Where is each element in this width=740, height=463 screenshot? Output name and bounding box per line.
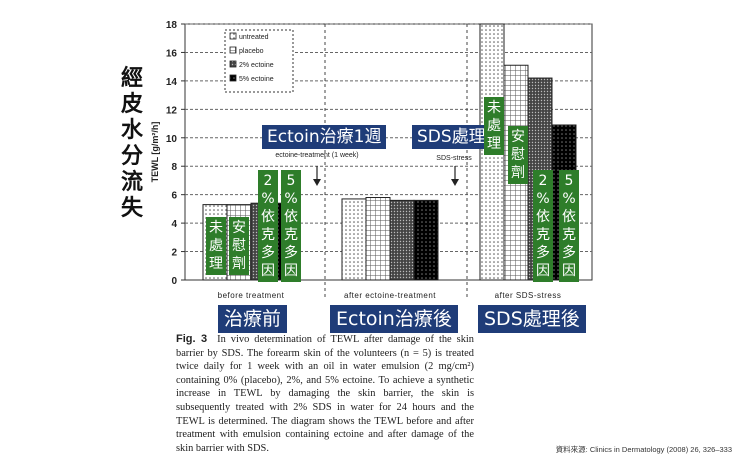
source-citation: 資料來源: Clinics in Dermatology (2008) 26, …	[555, 445, 732, 454]
legend-swatch	[229, 74, 237, 82]
side-title-char: 流	[120, 170, 143, 195]
y-tick-label: 2	[171, 248, 177, 259]
label-char: 處	[487, 118, 501, 134]
green-label-5pct-ectoine-sds: 5 % 依 克 多 因	[559, 170, 579, 282]
annotation-ectoine-treatment: ectoine-treatment (1 week)	[275, 152, 358, 159]
y-tick-label: 12	[166, 105, 178, 116]
arrow-head	[451, 179, 459, 186]
label-char: 5	[286, 173, 296, 189]
label-char: 理	[209, 256, 223, 272]
label-char: 因	[536, 263, 550, 279]
label-char: 慰	[511, 147, 525, 163]
green-label-2pct-ectoine: 2 % 依 克 多 因	[258, 170, 278, 282]
label-char: 2	[263, 173, 273, 189]
side-title-char: 皮	[120, 92, 143, 117]
caption-text: In vivo determination of TEWL after dama…	[176, 334, 474, 454]
label-char: 因	[562, 263, 576, 279]
label-char: 2	[538, 173, 548, 189]
label-char: 多	[536, 245, 550, 261]
bar-5-ectoine	[413, 199, 439, 281]
x-category-label: after ectoine-treatment	[344, 291, 436, 300]
annotation-sds-stress: SDS-stress	[436, 155, 472, 162]
label-char: 劑	[232, 256, 246, 272]
after-sds-label: SDS處理後	[478, 305, 586, 333]
label-char: 劑	[511, 165, 525, 181]
legend-swatch	[229, 46, 237, 54]
side-title: 經 皮 水 分 流 失	[118, 66, 146, 222]
label-char: 因	[261, 263, 275, 279]
legend-swatch	[229, 32, 237, 40]
legend: untreated placebo 2% ectoine 5% ectoine	[224, 29, 294, 93]
y-tick-label: 4	[171, 219, 177, 230]
label-char: 依	[536, 209, 550, 225]
label-char: 慰	[232, 238, 246, 254]
label-char: %	[284, 191, 298, 207]
label-char: 多	[562, 245, 576, 261]
bar-untreated	[341, 198, 367, 281]
label-char: 處	[209, 238, 223, 254]
label-char: 克	[261, 227, 275, 243]
side-title-char: 水	[120, 118, 143, 143]
ectoin-1week-label: Ectoin治療1週	[262, 125, 387, 149]
label-char: 未	[487, 100, 501, 116]
label-char: 5	[564, 173, 574, 189]
y-tick-label: 10	[166, 134, 178, 145]
green-label-5pct-ectoine: 5 % 依 克 多 因	[281, 170, 301, 282]
label-char: 克	[284, 227, 298, 243]
label-char: 依	[261, 209, 275, 225]
y-tick-label: 14	[166, 77, 178, 88]
legend-entry: placebo	[239, 48, 264, 55]
legend-swatch	[229, 60, 237, 68]
legend-entry: untreated	[239, 34, 269, 41]
label-char: %	[536, 191, 550, 207]
figure-number: Fig. 3	[176, 333, 208, 345]
after-ectoin-label: Ectoin治療後	[330, 305, 458, 333]
x-category-label: before treatment	[218, 291, 285, 300]
label-char: 依	[284, 209, 298, 225]
y-axis-label: TEWL [g/m²/h]	[150, 122, 160, 183]
axes: 0 2 4 6 8 10 12 14 16 18 TEWL [g/m²/h] before treat…	[150, 20, 561, 300]
label-char: 依	[562, 209, 576, 225]
bar-placebo	[365, 197, 391, 281]
label-char: 安	[232, 220, 246, 236]
sds-treatment-label: SDS處理	[412, 125, 491, 149]
before-label: 治療前	[218, 305, 288, 333]
y-tick-label: 6	[171, 191, 177, 202]
side-title-char: 分	[120, 144, 143, 169]
y-tick-label: 0	[171, 276, 177, 287]
green-label-untreated: 未 處 理	[206, 217, 226, 275]
label-char: 安	[511, 129, 525, 145]
arrow-head	[313, 179, 321, 186]
label-char: 多	[284, 245, 298, 261]
label-char: 未	[209, 220, 223, 236]
label-char: 多	[261, 245, 275, 261]
y-tick-label: 8	[171, 162, 177, 173]
green-label-2pct-ectoine-sds: 2 % 依 克 多 因	[533, 170, 553, 282]
side-title-char: 失	[120, 196, 143, 221]
label-char: 因	[284, 263, 298, 279]
label-char: %	[562, 191, 576, 207]
green-label-placebo: 安 慰 劑	[229, 217, 249, 275]
legend-entry: 2% ectoine	[239, 62, 274, 69]
label-char: 理	[487, 136, 501, 152]
y-tick-label: 18	[166, 20, 178, 31]
chart-annotations: ectoine-treatment (1 week) SDS-stress	[275, 152, 472, 186]
side-title-char: 經	[120, 66, 143, 91]
figure-caption: Fig. 3 In vivo determination of TEWL afte…	[176, 333, 474, 455]
green-label-untreated-sds: 未 處 理	[484, 97, 504, 155]
legend-entry: 5% ectoine	[239, 76, 274, 83]
x-category-label: after SDS-stress	[495, 291, 562, 300]
label-char: 克	[562, 227, 576, 243]
green-label-placebo-sds: 安 慰 劑	[508, 126, 528, 184]
label-char: %	[261, 191, 275, 207]
bar-2-ectoine	[389, 199, 415, 281]
label-char: 克	[536, 227, 550, 243]
y-tick-label: 16	[166, 48, 178, 59]
